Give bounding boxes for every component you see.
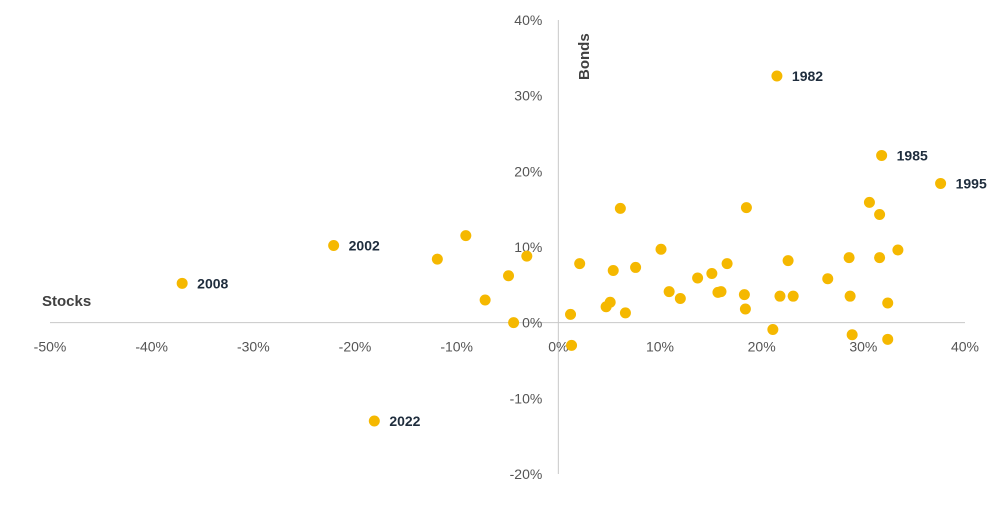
data-points	[176, 70, 947, 427]
point-label: 2008	[197, 275, 228, 291]
data-point	[844, 290, 856, 302]
y-tick-label: 30%	[514, 88, 542, 104]
data-point	[935, 177, 947, 189]
y-tick-label: 0%	[522, 315, 542, 331]
data-point	[607, 264, 619, 276]
y-tick-label: -20%	[510, 466, 543, 482]
data-point	[740, 202, 752, 214]
y-tick-label: 40%	[514, 12, 542, 28]
x-tick-label: 10%	[646, 339, 674, 355]
data-point	[721, 258, 733, 270]
data-point	[876, 149, 888, 161]
x-tick-label: 30%	[849, 339, 877, 355]
data-point	[738, 289, 750, 301]
data-point	[774, 290, 786, 302]
y-tick-label: 10%	[514, 239, 542, 255]
point-label: 1995	[956, 175, 987, 191]
data-point	[503, 270, 515, 282]
data-point	[663, 286, 675, 298]
data-point	[892, 244, 904, 256]
point-labels: 1982 1985 1995 2002 2008 2022	[197, 68, 987, 429]
data-point	[874, 252, 886, 264]
x-axis-title: Stocks	[42, 293, 91, 310]
data-point	[614, 202, 626, 214]
data-point	[566, 339, 578, 351]
data-point	[846, 329, 858, 341]
data-point	[767, 323, 779, 335]
point-label: 1985	[897, 147, 928, 163]
data-point	[630, 261, 642, 273]
data-point	[782, 255, 794, 267]
data-point	[863, 196, 875, 208]
y-axis-title: Bonds	[576, 33, 593, 80]
data-point	[715, 286, 727, 298]
data-point	[619, 307, 631, 319]
data-point	[739, 303, 751, 315]
data-point	[176, 277, 188, 289]
data-point	[882, 333, 894, 345]
data-point	[604, 296, 616, 308]
data-point	[706, 267, 718, 279]
x-tick-label: 20%	[748, 339, 776, 355]
x-tick-label: -40%	[135, 339, 168, 355]
data-point	[843, 252, 855, 264]
data-point	[368, 415, 380, 427]
data-point	[787, 290, 799, 302]
data-point	[431, 253, 443, 265]
data-point	[674, 292, 686, 304]
point-label: 1982	[792, 68, 823, 84]
point-label: 2022	[389, 413, 420, 429]
x-tick-label: 0%	[548, 339, 568, 355]
y-axis-ticks: 40% 30% 20% 10% 0% -10% -20%	[510, 12, 543, 482]
x-tick-label: -20%	[339, 339, 372, 355]
data-point	[574, 258, 586, 270]
data-point	[692, 272, 704, 284]
x-tick-label: -10%	[440, 339, 473, 355]
data-point	[874, 208, 886, 220]
data-point	[479, 294, 491, 306]
x-tick-label: -30%	[237, 339, 270, 355]
y-tick-label: -10%	[510, 390, 543, 406]
y-tick-label: 20%	[514, 163, 542, 179]
data-point	[822, 273, 834, 285]
data-point	[521, 250, 533, 262]
x-axis-ticks: -50% -40% -30% -20% -10% 0% 10% 20% 30% 40%	[34, 339, 979, 355]
x-tick-label: -50%	[34, 339, 67, 355]
data-point	[508, 317, 520, 329]
point-label: 2002	[349, 237, 380, 253]
data-point	[771, 70, 783, 82]
data-point	[460, 230, 472, 242]
data-point	[328, 239, 340, 251]
data-point	[882, 297, 894, 309]
data-point	[565, 308, 577, 320]
data-point	[655, 243, 667, 255]
x-tick-label: 40%	[951, 339, 979, 355]
